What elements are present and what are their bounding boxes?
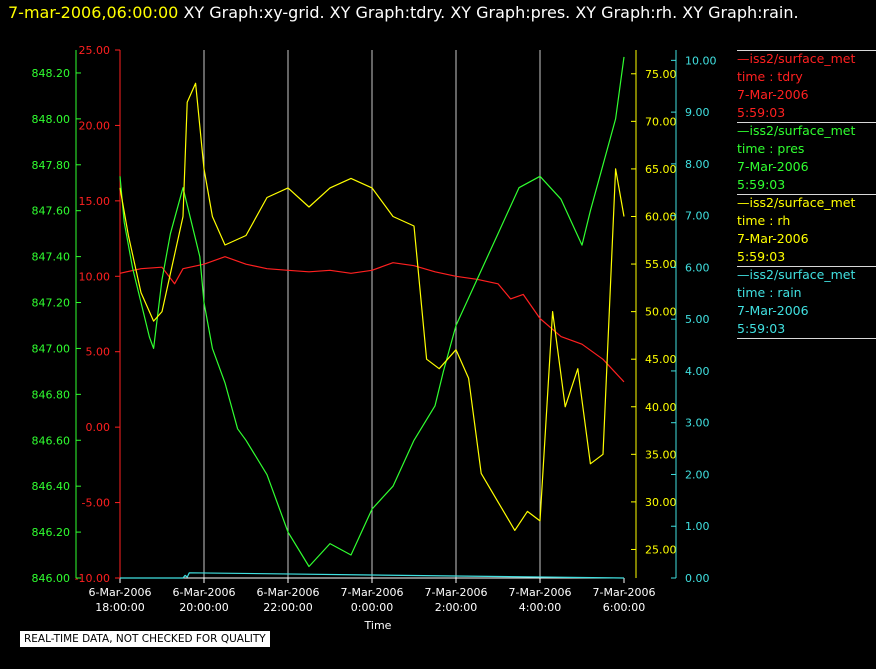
x-tick-label-date: 7-Mar-2006 — [593, 586, 656, 599]
series-line-tdry — [119, 256, 625, 383]
x-tick-label-time: 4:00:00 — [519, 601, 561, 614]
x-tick-label-date: 7-Mar-2006 — [509, 586, 572, 599]
rh-tick-label: 65.00 — [645, 163, 677, 176]
x-tick-label-date: 6-Mar-2006 — [257, 586, 320, 599]
rain-tick-label: 10.00 — [685, 54, 717, 67]
timestamp: 7-mar-2006,06:00:00 — [8, 3, 179, 22]
pres-tick-label: 847.40 — [32, 251, 71, 264]
rain-tick-label: 6.00 — [685, 261, 710, 274]
rain-tick-label: 8.00 — [685, 158, 710, 171]
pres-tick-label: 848.20 — [32, 67, 71, 80]
rh-tick-label: 75.00 — [645, 68, 677, 81]
legend-name: —iss2/surface_met — [737, 195, 856, 210]
x-tick-label-date: 6-Mar-2006 — [173, 586, 236, 599]
rh-tick-label: 35.00 — [645, 448, 677, 461]
legend-name: —iss2/surface_met — [737, 267, 856, 282]
rh-tick-label: 25.00 — [645, 543, 677, 556]
tdry-tick-label: 15.00 — [79, 195, 111, 208]
pres-tick-label: 846.80 — [32, 388, 71, 401]
rh-tick-label: 55.00 — [645, 258, 677, 271]
rh-tick-label: 45.00 — [645, 353, 677, 366]
pres-tick-label: 846.20 — [32, 526, 71, 539]
x-tick-label-time: 18:00:00 — [95, 601, 144, 614]
rain-tick-label: 5.00 — [685, 313, 710, 326]
legend-date: 7-Mar-2006 — [737, 303, 809, 318]
series-line-rain — [120, 572, 625, 579]
x-tick-label-time: 22:00:00 — [263, 601, 312, 614]
x-tick-label-time: 6:00:00 — [603, 601, 645, 614]
pres-tick-label: 846.00 — [32, 572, 71, 585]
legend-date: 7-Mar-2006 — [737, 231, 809, 246]
rain-tick-label: 2.00 — [685, 468, 710, 481]
rain-tick-label: 9.00 — [685, 106, 710, 119]
pres-tick-label: 847.80 — [32, 159, 71, 172]
tdry-tick-label: -5.00 — [82, 497, 110, 510]
rh-tick-label: 50.00 — [645, 306, 677, 319]
legend-separator-line — [737, 338, 876, 339]
x-tick-label-time: 20:00:00 — [179, 601, 228, 614]
tdry-tick-label: 5.00 — [86, 346, 111, 359]
pres-tick-label: 847.20 — [32, 297, 71, 310]
legend-separator — [737, 266, 876, 267]
rh-tick-label: 40.00 — [645, 401, 677, 414]
legend-separator — [737, 122, 876, 123]
legend-name: —iss2/surface_met — [737, 123, 856, 138]
legend-date: 7-Mar-2006 — [737, 87, 809, 102]
graph-titles: XY Graph:xy-grid. XY Graph:tdry. XY Grap… — [183, 3, 799, 22]
rain-tick-label: 1.00 — [685, 520, 710, 533]
tdry-tick-label: -10.00 — [75, 572, 110, 585]
pres-tick-label: 846.40 — [32, 480, 71, 493]
rh-tick-label: 70.00 — [645, 115, 677, 128]
title-bar: 7-mar-2006,06:00:00 XY Graph:xy-grid. XY… — [8, 3, 799, 22]
tdry-tick-label: 25.00 — [79, 44, 111, 57]
legend-name: —iss2/surface_met — [737, 51, 856, 66]
rh-tick-label: 60.00 — [645, 210, 677, 223]
legend-date: 7-Mar-2006 — [737, 159, 809, 174]
legend-separator — [737, 50, 876, 51]
legend-time: 5:59:03 — [737, 249, 786, 264]
series-line-pres — [119, 56, 625, 568]
legend-var: time : tdry — [737, 69, 803, 84]
legend-time: 5:59:03 — [737, 105, 786, 120]
disclaimer-badge: REAL-TIME DATA, NOT CHECKED FOR QUALITY — [20, 631, 270, 647]
x-tick-label-time: 0:00:00 — [351, 601, 393, 614]
rain-tick-label: 3.00 — [685, 417, 710, 430]
pres-tick-label: 847.60 — [32, 205, 71, 218]
rh-tick-label: 30.00 — [645, 496, 677, 509]
pres-tick-label: 848.00 — [32, 113, 71, 126]
x-axis-label: Time — [364, 619, 392, 632]
rain-tick-label: 0.00 — [685, 572, 710, 585]
legend-var: time : pres — [737, 141, 805, 156]
x-tick-label-date: 7-Mar-2006 — [341, 586, 404, 599]
tdry-tick-label: 10.00 — [79, 270, 111, 283]
x-tick-label-time: 2:00:00 — [435, 601, 477, 614]
tdry-tick-label: 20.00 — [79, 119, 111, 132]
rain-tick-label: 7.00 — [685, 210, 710, 223]
pres-tick-label: 847.00 — [32, 342, 71, 355]
legend-time: 5:59:03 — [737, 177, 786, 192]
x-tick-label-date: 7-Mar-2006 — [425, 586, 488, 599]
rain-tick-label: 4.00 — [685, 365, 710, 378]
legend-var: time : rh — [737, 213, 791, 228]
legend-separator — [737, 194, 876, 195]
legend-var: time : rain — [737, 285, 802, 300]
series-line-rh — [119, 82, 625, 532]
tdry-tick-label: 0.00 — [86, 421, 111, 434]
legend-time: 5:59:03 — [737, 321, 786, 336]
x-tick-label-date: 6-Mar-2006 — [89, 586, 152, 599]
pres-tick-label: 846.60 — [32, 434, 71, 447]
